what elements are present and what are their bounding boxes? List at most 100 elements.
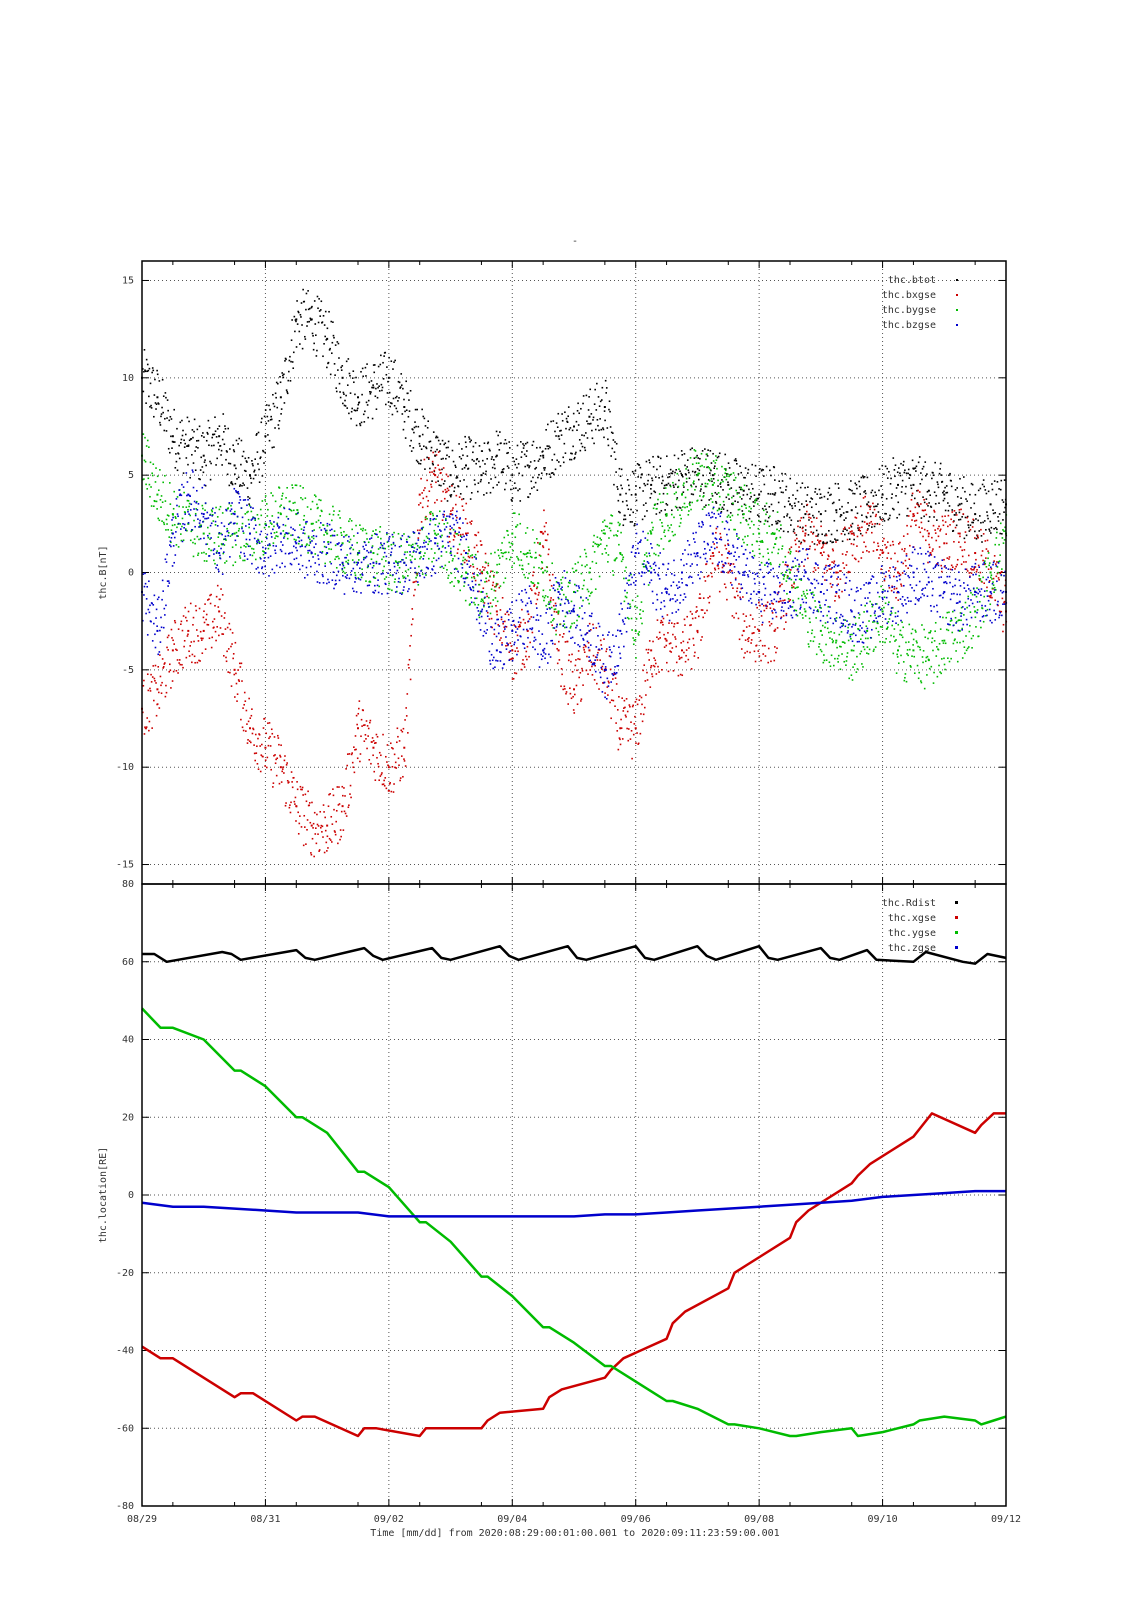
- data-point: [997, 604, 999, 607]
- data-point: [254, 558, 257, 561]
- data-point: [848, 488, 851, 491]
- data-point: [451, 484, 453, 487]
- data-point: [603, 529, 605, 531]
- data-point: [749, 614, 752, 616]
- data-point: [906, 652, 908, 655]
- data-point: [902, 661, 905, 663]
- data-point: [335, 820, 338, 823]
- data-point: [711, 552, 714, 555]
- data-point: [634, 605, 636, 608]
- data-point: [764, 644, 766, 647]
- data-point: [305, 522, 307, 525]
- data-point: [548, 607, 551, 609]
- data-point: [638, 631, 641, 633]
- data-point: [508, 541, 511, 544]
- data-point: [199, 524, 201, 526]
- data-point: [296, 300, 298, 302]
- data-point: [923, 628, 925, 631]
- data-point: [639, 486, 641, 489]
- data-point: [959, 477, 961, 480]
- data-point: [377, 536, 379, 538]
- data-point: [250, 477, 252, 480]
- data-point: [513, 562, 515, 565]
- data-point: [577, 402, 579, 405]
- data-point: [756, 540, 758, 543]
- data-point: [916, 512, 919, 515]
- data-point: [409, 645, 411, 647]
- data-point: [688, 638, 691, 641]
- data-point: [877, 503, 879, 505]
- data-point: [389, 402, 392, 404]
- data-point: [990, 594, 992, 597]
- data-point: [609, 522, 611, 525]
- data-point: [234, 482, 237, 485]
- data-point: [171, 524, 174, 527]
- data-point: [831, 502, 834, 505]
- data-point: [213, 433, 216, 436]
- data-point: [897, 649, 899, 652]
- data-point: [481, 566, 484, 568]
- data-point: [568, 654, 571, 656]
- data-point: [1003, 530, 1005, 533]
- data-point: [767, 492, 770, 495]
- data-point: [534, 551, 537, 554]
- data-point: [697, 478, 700, 481]
- data-point: [778, 563, 781, 566]
- data-point: [248, 526, 250, 529]
- data-point: [144, 582, 147, 585]
- data-point: [515, 672, 518, 675]
- data-point: [993, 480, 996, 482]
- data-point: [402, 577, 405, 579]
- y-tick-label: 10: [122, 373, 134, 384]
- legend-marker: [956, 294, 958, 296]
- data-point: [471, 554, 474, 556]
- data-point: [934, 532, 937, 534]
- data-point: [975, 595, 978, 598]
- data-point: [372, 754, 374, 757]
- data-point: [369, 581, 372, 583]
- data-point: [472, 572, 474, 575]
- data-point: [466, 576, 469, 579]
- data-point: [442, 567, 445, 570]
- data-point: [573, 688, 575, 691]
- data-point: [955, 650, 957, 652]
- data-point: [738, 638, 741, 641]
- data-point: [727, 462, 730, 464]
- data-point: [480, 474, 483, 477]
- data-point: [852, 649, 855, 652]
- data-point: [732, 563, 735, 565]
- data-point: [143, 459, 146, 462]
- data-point: [911, 628, 914, 631]
- data-point: [288, 806, 291, 809]
- data-point: [388, 588, 391, 591]
- data-point: [449, 494, 452, 497]
- data-point: [942, 642, 945, 644]
- data-point: [785, 612, 788, 615]
- data-point: [171, 513, 174, 516]
- data-point: [956, 558, 959, 561]
- data-point: [694, 450, 697, 452]
- data-point: [408, 544, 410, 546]
- data-point: [626, 710, 629, 713]
- data-point: [591, 437, 594, 440]
- data-point: [169, 482, 171, 484]
- data-point: [308, 307, 311, 310]
- data-point: [829, 637, 831, 639]
- data-point: [278, 427, 280, 430]
- data-point: [799, 542, 802, 545]
- data-point: [769, 493, 772, 495]
- data-point: [292, 509, 295, 512]
- data-point: [683, 486, 685, 488]
- data-point: [801, 503, 803, 505]
- data-point: [431, 471, 433, 473]
- data-point: [771, 602, 773, 605]
- data-point: [868, 551, 870, 553]
- data-point: [837, 595, 840, 597]
- data-point: [276, 522, 279, 525]
- data-point: [977, 635, 980, 638]
- data-point: [929, 552, 932, 554]
- data-point: [744, 476, 746, 479]
- data-point: [210, 509, 213, 511]
- data-point: [491, 626, 493, 629]
